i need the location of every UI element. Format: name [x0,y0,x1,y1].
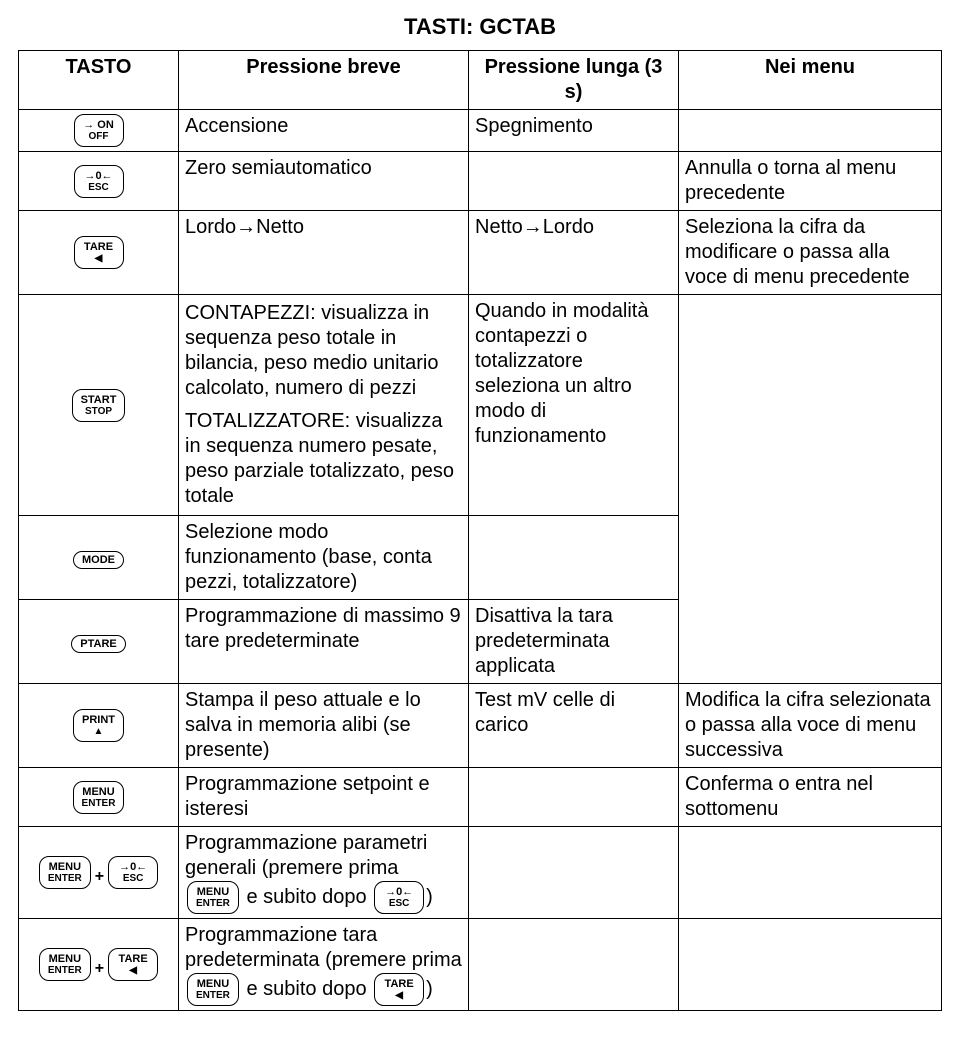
page-title: TASTI: GCTAB [18,14,942,40]
key-combo-menu-esc-icon: MENU ENTER + →0← ESC [25,856,172,889]
key-combo-menu-tare-icon: MENU ENTER + TARE ◀ [25,948,172,981]
cell-menu [679,827,942,919]
cell-breve: Lordo→Netto [179,211,469,295]
cell-menu: Modifica la cifra selezionata o passa al… [679,684,942,768]
cell-lunga [469,768,679,827]
breve-p2: TOTALIZZATORE: visualizza in sequenza nu… [185,409,462,509]
cell-breve: Programmazione tara predeterminata (prem… [179,919,469,1011]
table-header-row: TASTO Pressione breve Pressione lunga (3… [19,51,942,110]
key-tare-inline-icon: TARE ◀ [374,973,424,1006]
keys-table: TASTO Pressione breve Pressione lunga (3… [18,50,942,1011]
cell-lunga [469,152,679,211]
table-row: TARE ◀ Lordo→Netto Netto→Lordo Seleziona… [19,211,942,295]
header-breve: Pressione breve [179,51,469,110]
cell-breve: Programmazione parametri generali (preme… [179,827,469,919]
cell-lunga [469,919,679,1011]
table-row: MENU ENTER + →0← ESC Programmazione para… [19,827,942,919]
plus-icon: + [95,867,104,887]
plus-icon: + [95,959,104,979]
key-menu-inline-icon: MENU ENTER [187,973,239,1006]
cell-menu: Conferma o entra nel sottomenu [679,768,942,827]
cell-lunga [469,516,679,600]
table-row: →0← ESC Zero semiautomatico Annulla o to… [19,152,942,211]
cell-menu: Annulla o torna al menu precedente [679,152,942,211]
cell-breve: Stampa il peso attuale e lo salva in mem… [179,684,469,768]
key-onoff-icon: → ON OFF [74,114,124,147]
cell-breve: Programmazione setpoint e isteresi [179,768,469,827]
key-ptare-icon: PTARE [71,635,125,653]
cell-lunga: Test mV celle di carico [469,684,679,768]
table-row: MENU ENTER Programmazione setpoint e ist… [19,768,942,827]
cell-menu: Seleziona la cifra da modificare o passa… [679,211,942,295]
cell-breve: Selezione modo funzionamento (base, cont… [179,516,469,600]
cell-lunga [469,827,679,919]
table-row: PRINT ▲ Stampa il peso attuale e lo salv… [19,684,942,768]
cell-menu [679,919,942,1011]
table-row: MENU ENTER + TARE ◀ Programmazione tara … [19,919,942,1011]
cell-lunga: Disattiva la tara predeterminata applica… [469,600,679,684]
key-menu-icon: MENU ENTER [73,781,125,814]
breve-p1: CONTAPEZZI: visualizza in sequenza peso … [185,301,462,401]
key-mode-icon: MODE [73,551,124,569]
cell-breve: CONTAPEZZI: visualizza in sequenza peso … [179,295,469,516]
cell-lunga: Spegnimento [469,110,679,152]
cell-breve: Programmazione di massimo 9 tare predete… [179,600,469,684]
key-esc-icon: →0← ESC [74,165,124,198]
key-print-icon: PRINT ▲ [73,709,124,742]
cell-lunga: Netto→Lordo [469,211,679,295]
cell-lunga: Quando in modalità contapezzi o totalizz… [469,295,679,516]
cell-menu [679,110,942,152]
header-menu: Nei menu [679,51,942,110]
header-tasto: TASTO [19,51,179,110]
cell-breve: Accensione [179,110,469,152]
header-lunga: Pressione lunga (3 s) [469,51,679,110]
key-startstop-icon: START STOP [72,389,126,422]
table-row: START STOP CONTAPEZZI: visualizza in seq… [19,295,942,516]
key-esc-inline-icon: →0← ESC [374,881,424,914]
key-tare-icon: TARE ◀ [74,236,124,269]
table-row: → ON OFF Accensione Spegnimento [19,110,942,152]
cell-menu [679,295,942,684]
key-menu-inline-icon: MENU ENTER [187,881,239,914]
cell-breve: Zero semiautomatico [179,152,469,211]
